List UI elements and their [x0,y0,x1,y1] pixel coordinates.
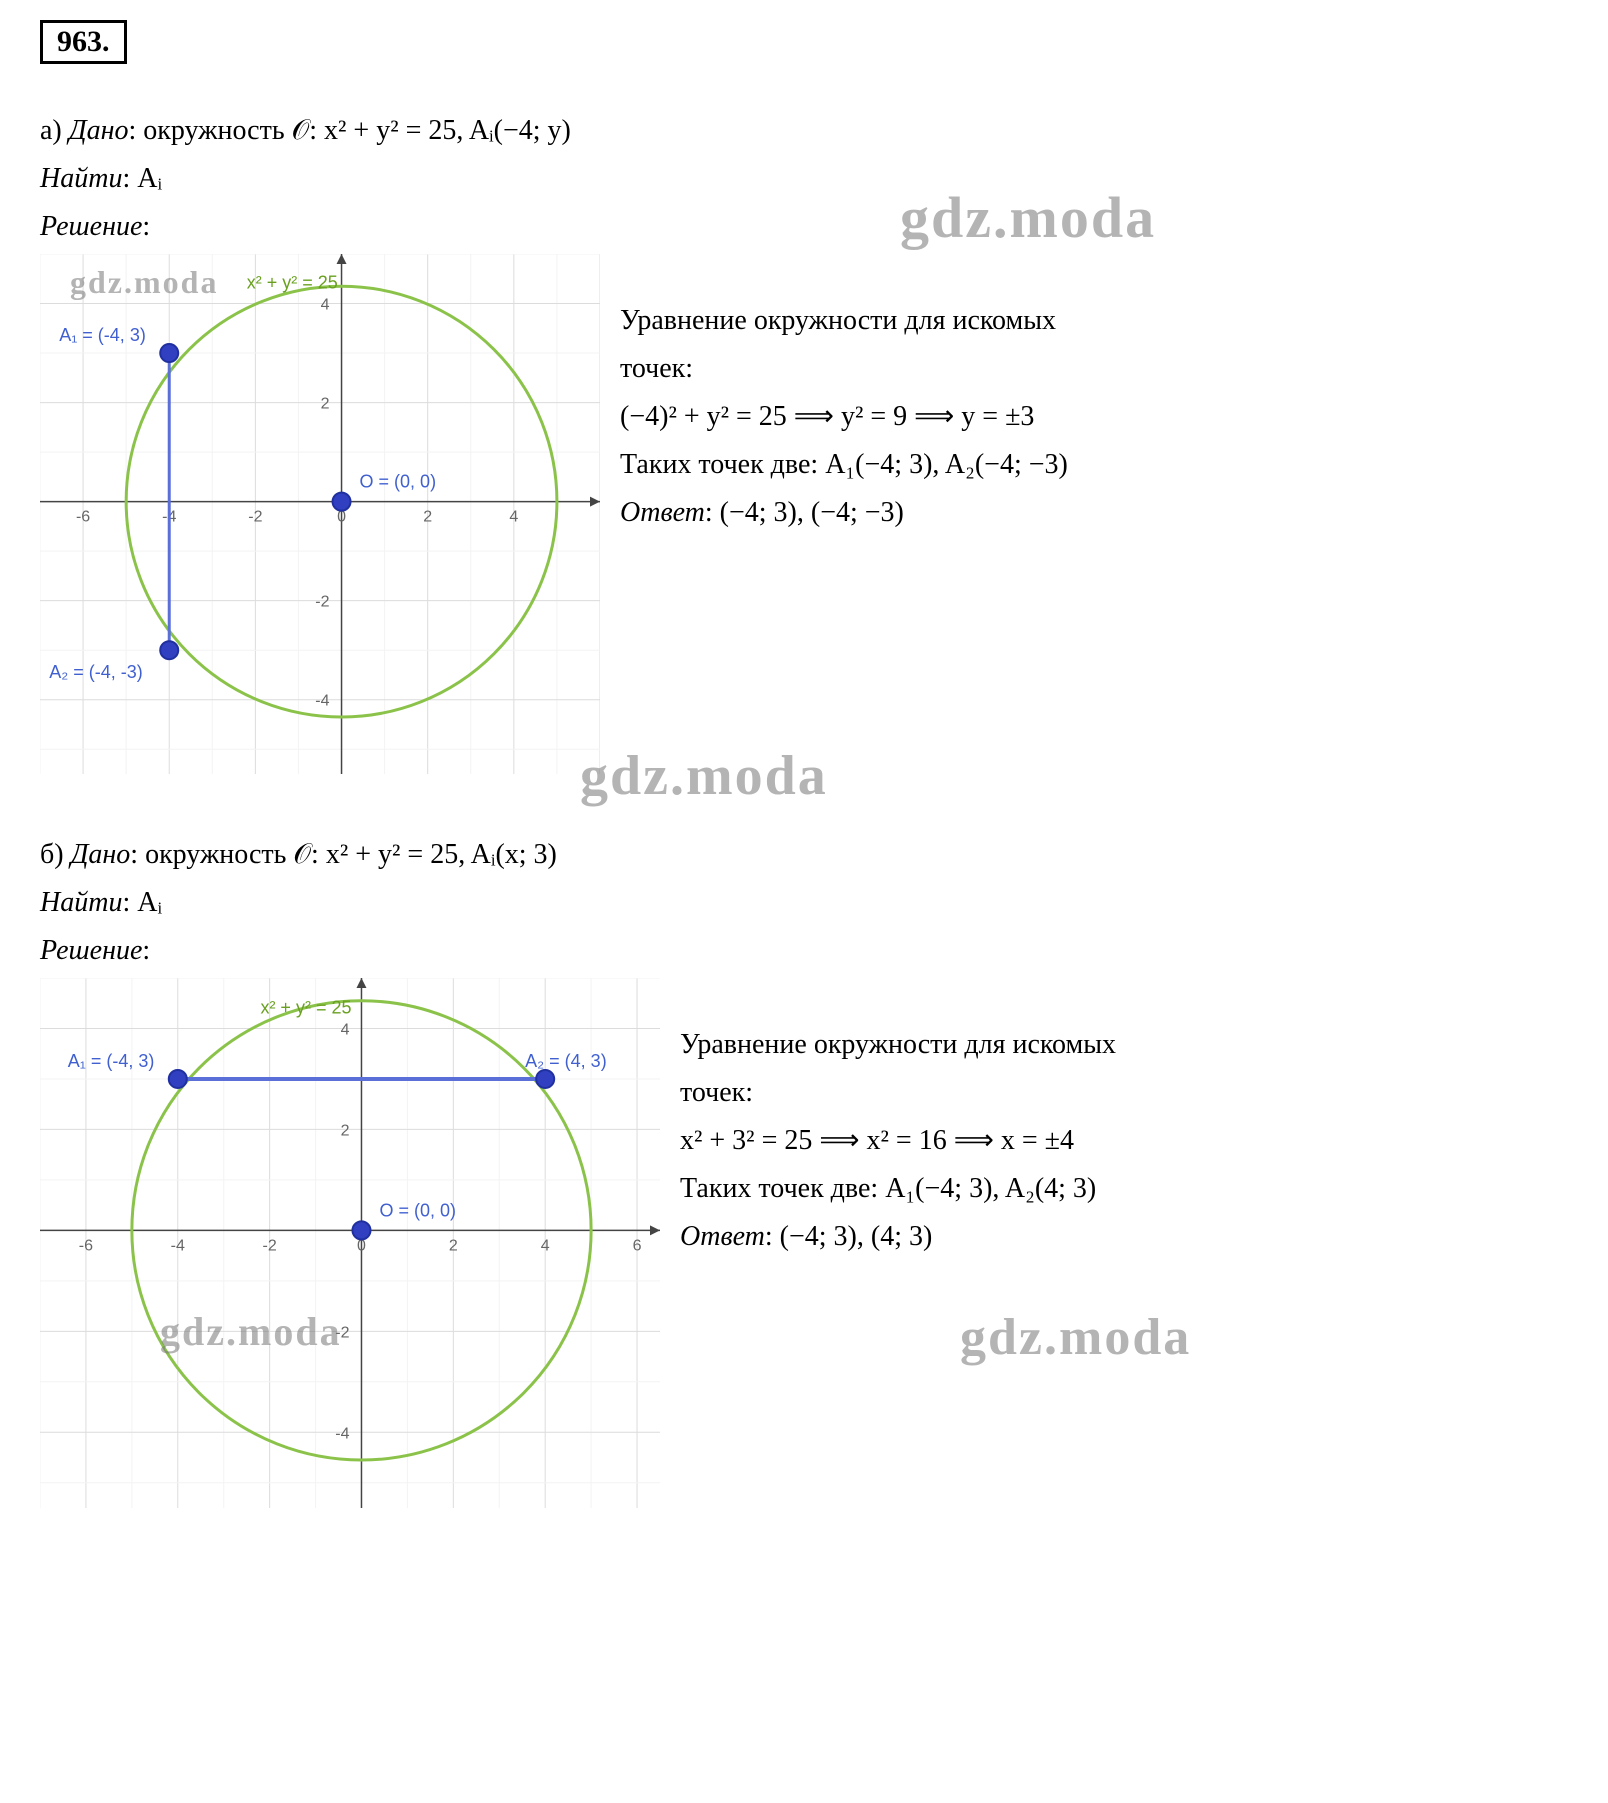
prefix: б) [40,839,71,870]
find-text: : Aᵢ [122,887,162,918]
given-line-a: а) Дано: окружность 𝒪: x² + y² = 25, Aᵢ(… [40,110,1568,152]
content-row-b: -6-4-20246-4-224x² + y² = 25O = (0, 0)A₁… [40,978,1568,1508]
find-text: : Aᵢ [122,163,162,194]
svg-text:4: 4 [341,1021,350,1038]
svg-text:-2: -2 [263,1237,277,1254]
pts-a: Таких точек две: A₁(−4; 3), A₂(−4; −3) [620,444,1568,486]
svg-text:-2: -2 [315,594,329,611]
svg-text:2: 2 [423,509,432,526]
given-label: Дано [69,115,129,146]
svg-text:-4: -4 [171,1237,185,1254]
solution-label-a: Решение: [40,206,1568,248]
find-line-b: Найти: Aᵢ [40,882,1568,924]
svg-text:A₂ = (4, 3): A₂ = (4, 3) [525,1051,607,1071]
explain-b-1: Уравнение окружности для искомых [680,1024,1568,1066]
svg-text:4: 4 [541,1237,550,1254]
content-row-a: -6-4-2024-4-224x² + y² = 25O = (0, 0)A₁ … [40,254,1568,774]
svg-text:A₁ = (-4, 3): A₁ = (-4, 3) [59,325,146,345]
part-b: б) Дано: окружность 𝒪: x² + y² = 25, Aᵢ(… [40,834,1568,1508]
svg-text:4: 4 [509,509,518,526]
svg-text:2: 2 [341,1122,350,1139]
svg-text:-4: -4 [335,1425,349,1442]
svg-text:-6: -6 [76,509,90,526]
chart-b: -6-4-20246-4-224x² + y² = 25O = (0, 0)A₁… [40,978,660,1508]
svg-text:4: 4 [321,297,330,314]
chart-b-wrap: -6-4-20246-4-224x² + y² = 25O = (0, 0)A₁… [40,978,660,1508]
eq-a: (−4)² + y² = 25 ⟹ y² = 9 ⟹ y = ±3 [620,396,1568,438]
chart-a: -6-4-2024-4-224x² + y² = 25O = (0, 0)A₁ … [40,254,600,774]
find-line-a: Найти: Aᵢ [40,158,1568,200]
given-text: : окружность 𝒪: x² + y² = 25, Aᵢ(x; 3) [130,839,557,870]
answer-a: Ответ: (−4; 3), (−4; −3) [620,492,1568,534]
svg-text:2: 2 [449,1237,458,1254]
find-label: Найти [40,887,122,918]
explain-b: Уравнение окружности для искомых точек: … [680,978,1568,1264]
given-line-b: б) Дано: окружность 𝒪: x² + y² = 25, Aᵢ(… [40,834,1568,876]
svg-text:x² + y² = 25: x² + y² = 25 [247,273,338,293]
watermark: gdz.moda [580,744,828,808]
prefix: а) [40,115,69,146]
svg-text:-2: -2 [335,1324,349,1341]
svg-text:-6: -6 [79,1237,93,1254]
svg-text:O = (0, 0): O = (0, 0) [360,472,437,492]
svg-text:-4: -4 [315,693,329,710]
part-a: а) Дано: окружность 𝒪: x² + y² = 25, Aᵢ(… [40,110,1568,774]
eq-b: x² + 3² = 25 ⟹ x² = 16 ⟹ x = ±4 [680,1120,1568,1162]
pts-b: Таких точек две: A₁(−4; 3), A₂(4; 3) [680,1168,1568,1210]
given-text: : окружность 𝒪: x² + y² = 25, Aᵢ(−4; y) [128,115,570,146]
svg-text:A₂ = (-4, -3): A₂ = (-4, -3) [49,662,143,682]
explain-a-2: точек: [620,348,1568,390]
find-label: Найти [40,163,122,194]
svg-text:A₁ = (-4, 3): A₁ = (-4, 3) [68,1051,155,1071]
watermark: gdz.moda [960,1308,1191,1367]
explain-a-1: Уравнение окружности для искомых [620,300,1568,342]
svg-text:-2: -2 [248,509,262,526]
given-label: Дано [71,839,131,870]
svg-text:x² + y² = 25: x² + y² = 25 [260,997,351,1017]
answer-b: Ответ: (−4; 3), (4; 3) [680,1216,1568,1258]
svg-text:O = (0, 0): O = (0, 0) [379,1200,456,1220]
explain-b-2: точек: [680,1072,1568,1114]
chart-a-wrap: -6-4-2024-4-224x² + y² = 25O = (0, 0)A₁ … [40,254,600,774]
svg-text:6: 6 [633,1237,642,1254]
problem-number: 963. [40,20,127,64]
svg-text:2: 2 [321,396,330,413]
solution-label-b: Решение: [40,930,1568,972]
explain-a: Уравнение окружности для искомых точек: … [620,254,1568,540]
